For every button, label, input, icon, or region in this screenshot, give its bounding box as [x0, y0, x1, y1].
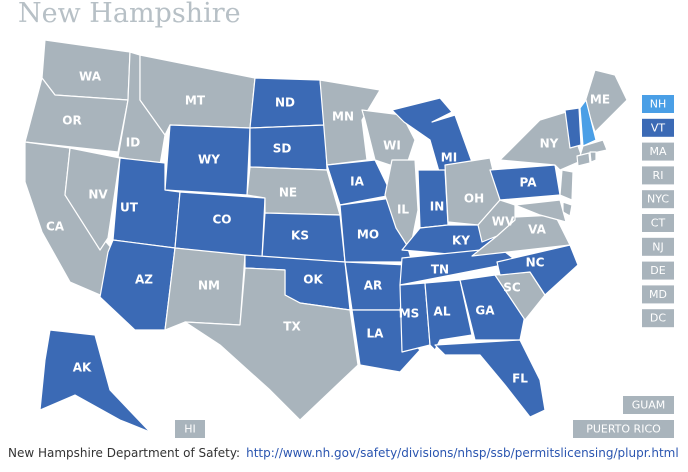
territory-button[interactable]: PUERTO RICO: [573, 420, 674, 438]
state: PA: [489, 164, 561, 201]
button-box[interactable]: [175, 420, 205, 438]
button-label: RI: [653, 169, 664, 182]
button-box[interactable]: [642, 166, 674, 185]
button-box[interactable]: [642, 237, 674, 256]
state-shape[interactable]: [64, 147, 121, 251]
state-shape[interactable]: [434, 339, 546, 418]
state-button[interactable]: MA: [642, 142, 674, 161]
source-link[interactable]: http://www.nh.gov/safety/divisions/nhsp/…: [246, 446, 679, 460]
state-shape[interactable]: [564, 107, 582, 149]
state: CO: [174, 191, 266, 259]
state-shape[interactable]: [164, 247, 246, 331]
source-label: New Hampshire Department of Safety:: [8, 446, 241, 460]
button-box[interactable]: [642, 118, 674, 137]
state-shape[interactable]: [99, 239, 176, 331]
button-label: PUERTO RICO: [586, 423, 661, 436]
button-label: MD: [649, 288, 667, 301]
state-shape[interactable]: [417, 169, 449, 229]
state-shape[interactable]: [174, 191, 266, 259]
state-shape[interactable]: [579, 99, 597, 147]
territory-button[interactable]: GUAM: [623, 396, 674, 414]
state-shape[interactable]: [249, 77, 326, 129]
button-box[interactable]: [642, 142, 674, 161]
territory-button[interactable]: HI: [175, 420, 205, 438]
page-title: New Hampshire: [18, 0, 241, 29]
button-box[interactable]: [642, 261, 674, 280]
state-shape[interactable]: [471, 214, 571, 257]
button-box[interactable]: [642, 214, 674, 232]
state: MT: [139, 54, 256, 136]
button-label: DE: [650, 264, 665, 277]
state-shape[interactable]: [184, 267, 359, 421]
state-shape[interactable]: [576, 152, 591, 167]
button-label: NH: [650, 98, 667, 111]
state-button[interactable]: RI: [642, 166, 674, 185]
state: NM: [164, 247, 246, 331]
state-button[interactable]: VT: [642, 118, 674, 137]
state-shape[interactable]: [164, 124, 251, 196]
state-shape[interactable]: [562, 201, 573, 217]
state-shape[interactable]: [584, 69, 628, 133]
state-shape[interactable]: [514, 199, 567, 223]
state-shape[interactable]: [489, 164, 561, 201]
button-label: DC: [650, 312, 666, 325]
state: WA: [41, 39, 131, 101]
state: FL: [434, 339, 546, 418]
button-label: NYC: [647, 193, 669, 206]
button-label: HI: [184, 423, 196, 436]
state-shape[interactable]: [559, 169, 574, 201]
state-shape[interactable]: [249, 124, 328, 171]
button-box[interactable]: [642, 95, 674, 113]
state-shape[interactable]: [139, 54, 256, 136]
state-shape[interactable]: [319, 79, 381, 166]
state-shape[interactable]: [39, 329, 151, 433]
state-button[interactable]: DC: [642, 309, 674, 328]
state: SD: [249, 124, 328, 171]
state-shape[interactable]: [41, 39, 131, 101]
state-button[interactable]: DE: [642, 261, 674, 280]
button-label: NJ: [652, 240, 663, 253]
state-shape[interactable]: [459, 274, 526, 341]
button-box[interactable]: [623, 396, 674, 414]
state-button[interactable]: NJ: [642, 237, 674, 256]
state-button[interactable]: CT: [642, 214, 674, 232]
state: AK: [39, 329, 151, 433]
state-shape[interactable]: [589, 151, 597, 163]
state-button[interactable]: NYC: [642, 190, 674, 209]
button-label: MA: [649, 145, 666, 158]
state-button[interactable]: NH: [642, 95, 674, 113]
button-box[interactable]: [573, 420, 674, 438]
button-label: GUAM: [632, 399, 666, 412]
button-box[interactable]: [642, 190, 674, 209]
state: AR: [344, 261, 409, 311]
state-shape[interactable]: [261, 212, 346, 263]
state: IN: [417, 169, 449, 229]
state-shape[interactable]: [344, 261, 409, 311]
state: AZ: [99, 239, 176, 331]
footer: New Hampshire Department of Safety: http:…: [8, 446, 679, 460]
button-label: VT: [651, 121, 666, 134]
state: KS: [261, 212, 346, 263]
state-button[interactable]: MD: [642, 285, 674, 304]
state: ND: [249, 77, 326, 129]
state-shape[interactable]: [326, 159, 393, 206]
state: IA: [326, 159, 393, 206]
state: WY: [164, 124, 251, 196]
state-shape[interactable]: [579, 139, 608, 157]
state-shape[interactable]: [391, 97, 473, 176]
button-box[interactable]: [642, 285, 674, 304]
button-label: CT: [651, 217, 666, 230]
button-box[interactable]: [642, 309, 674, 328]
